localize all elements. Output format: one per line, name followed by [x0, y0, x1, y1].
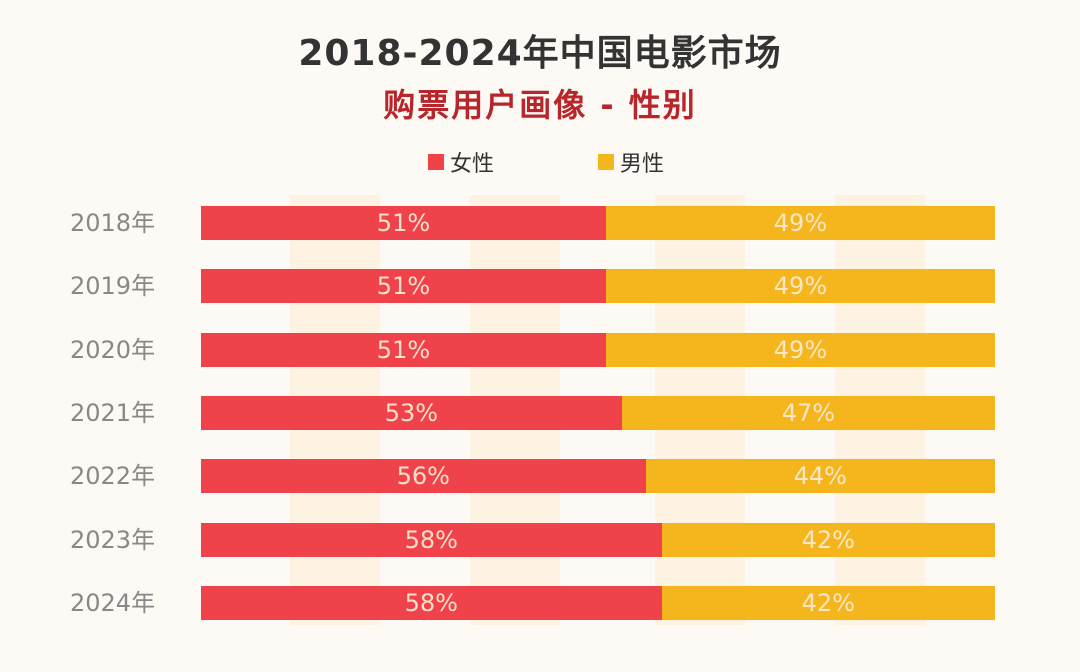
- bar-male: [661, 523, 995, 557]
- bar-male: [605, 269, 995, 303]
- data-label-female: 56%: [396, 462, 450, 490]
- bar-male: [605, 333, 995, 367]
- bar-male: [605, 206, 995, 240]
- bar-female: [201, 523, 662, 557]
- legend-label-female: 女性: [450, 152, 495, 177]
- data-label-female: 51%: [376, 272, 431, 300]
- bar-female: [201, 459, 646, 493]
- category-label: 2022年: [70, 462, 156, 490]
- legend-label-male: 男性: [620, 152, 665, 177]
- category-label: 2024年: [70, 589, 156, 617]
- data-label-male: 44%: [793, 462, 847, 490]
- bar-male: [645, 459, 995, 493]
- bar-female: [201, 586, 662, 620]
- data-label-female: 58%: [404, 589, 458, 617]
- chart-title: 2018-2024年中国电影市场: [298, 33, 782, 74]
- chart-subtitle: 购票用户画像 - 性别: [383, 86, 697, 124]
- data-label-male: 42%: [801, 526, 855, 554]
- category-label: 2019年: [70, 272, 156, 300]
- data-label-female: 58%: [404, 526, 458, 554]
- bar-female: [201, 333, 606, 367]
- category-label: 2020年: [70, 336, 156, 364]
- data-label-male: 42%: [801, 589, 855, 617]
- category-label: 2018年: [70, 209, 156, 237]
- data-label-male: 49%: [773, 209, 828, 237]
- bar-female: [201, 396, 622, 430]
- legend-swatch-female: [428, 154, 444, 170]
- data-label-male: 49%: [773, 336, 828, 364]
- bar-female: [201, 206, 606, 240]
- data-label-female: 51%: [376, 209, 431, 237]
- data-label-female: 53%: [384, 399, 439, 427]
- data-label-male: 47%: [781, 399, 836, 427]
- bar-female: [201, 269, 606, 303]
- legend-item-male: 男性: [598, 146, 664, 178]
- bar-male: [621, 396, 995, 430]
- legend: 女性 男性: [0, 146, 1080, 178]
- category-label: 2021年: [70, 399, 156, 427]
- data-label-male: 49%: [773, 272, 828, 300]
- data-label-female: 51%: [376, 336, 431, 364]
- legend-swatch-male: [598, 154, 614, 170]
- category-label: 2023年: [70, 526, 156, 554]
- legend-item-female: 女性: [428, 146, 494, 178]
- bar-male: [661, 586, 995, 620]
